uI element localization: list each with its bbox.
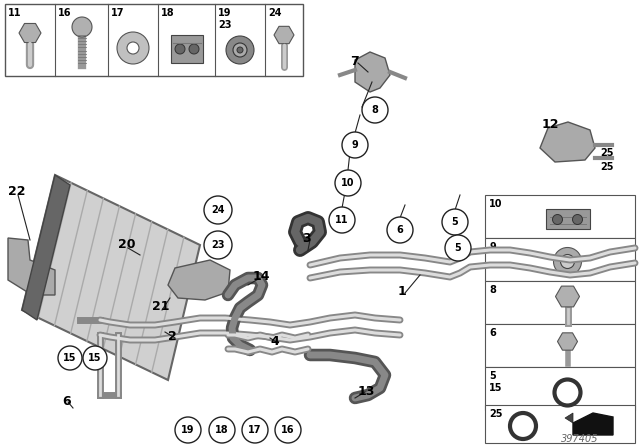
Circle shape bbox=[209, 417, 235, 443]
Text: 14: 14 bbox=[253, 270, 271, 283]
Text: 25: 25 bbox=[489, 409, 502, 419]
Text: 15: 15 bbox=[63, 353, 77, 363]
Polygon shape bbox=[557, 333, 577, 350]
Polygon shape bbox=[8, 238, 55, 295]
Text: 2: 2 bbox=[168, 330, 177, 343]
Text: 19
23: 19 23 bbox=[218, 8, 232, 30]
Text: 11: 11 bbox=[8, 8, 22, 18]
Circle shape bbox=[58, 346, 82, 370]
Text: 1: 1 bbox=[398, 285, 407, 298]
Circle shape bbox=[226, 36, 254, 64]
Circle shape bbox=[127, 42, 139, 54]
Text: 4: 4 bbox=[270, 335, 279, 348]
Polygon shape bbox=[540, 122, 595, 162]
Text: 6: 6 bbox=[62, 395, 70, 408]
Circle shape bbox=[329, 207, 355, 233]
Text: 397405: 397405 bbox=[561, 434, 599, 444]
FancyBboxPatch shape bbox=[485, 367, 635, 410]
Polygon shape bbox=[168, 260, 230, 300]
Text: 10: 10 bbox=[341, 178, 355, 188]
FancyBboxPatch shape bbox=[485, 324, 635, 367]
FancyBboxPatch shape bbox=[485, 195, 635, 238]
Polygon shape bbox=[556, 286, 579, 307]
Text: 10: 10 bbox=[489, 199, 502, 209]
Circle shape bbox=[335, 170, 361, 196]
Circle shape bbox=[175, 44, 185, 54]
Polygon shape bbox=[565, 413, 573, 423]
Circle shape bbox=[117, 32, 149, 64]
Text: 8: 8 bbox=[372, 105, 378, 115]
Text: 3: 3 bbox=[302, 232, 310, 245]
Circle shape bbox=[204, 231, 232, 259]
Text: 9: 9 bbox=[351, 140, 358, 150]
Text: 11: 11 bbox=[335, 215, 349, 225]
Text: 6: 6 bbox=[397, 225, 403, 235]
Circle shape bbox=[552, 215, 563, 224]
Text: 7: 7 bbox=[350, 55, 359, 68]
Text: 13: 13 bbox=[358, 385, 376, 398]
Text: 18: 18 bbox=[161, 8, 175, 18]
Polygon shape bbox=[22, 175, 70, 320]
Text: 24: 24 bbox=[268, 8, 282, 18]
Circle shape bbox=[175, 417, 201, 443]
Text: 25: 25 bbox=[600, 162, 614, 172]
Circle shape bbox=[233, 43, 247, 57]
Circle shape bbox=[387, 217, 413, 243]
Circle shape bbox=[189, 44, 199, 54]
Circle shape bbox=[204, 196, 232, 224]
Circle shape bbox=[561, 254, 575, 268]
Text: 25: 25 bbox=[600, 148, 614, 158]
Circle shape bbox=[342, 132, 368, 158]
Polygon shape bbox=[19, 23, 41, 43]
Circle shape bbox=[362, 97, 388, 123]
FancyBboxPatch shape bbox=[171, 35, 203, 63]
Text: 17: 17 bbox=[111, 8, 125, 18]
Text: 16: 16 bbox=[58, 8, 72, 18]
Polygon shape bbox=[573, 413, 613, 435]
FancyBboxPatch shape bbox=[545, 208, 589, 228]
Text: 18: 18 bbox=[215, 425, 229, 435]
Text: 5: 5 bbox=[454, 243, 461, 253]
FancyBboxPatch shape bbox=[485, 238, 635, 281]
Circle shape bbox=[554, 247, 582, 276]
Text: 9: 9 bbox=[489, 242, 496, 252]
Text: 21: 21 bbox=[152, 300, 170, 313]
Polygon shape bbox=[355, 52, 390, 92]
FancyBboxPatch shape bbox=[485, 405, 635, 443]
Text: 22: 22 bbox=[8, 185, 26, 198]
Circle shape bbox=[573, 215, 582, 224]
Circle shape bbox=[275, 417, 301, 443]
Text: 12: 12 bbox=[542, 118, 559, 131]
Text: 16: 16 bbox=[281, 425, 295, 435]
Circle shape bbox=[72, 17, 92, 37]
Text: 6: 6 bbox=[489, 328, 496, 338]
FancyBboxPatch shape bbox=[485, 281, 635, 324]
Text: 24: 24 bbox=[211, 205, 225, 215]
Text: 23: 23 bbox=[211, 240, 225, 250]
Polygon shape bbox=[22, 175, 200, 380]
Circle shape bbox=[442, 209, 468, 235]
Text: 5
15: 5 15 bbox=[489, 371, 502, 392]
Circle shape bbox=[83, 346, 107, 370]
Circle shape bbox=[237, 47, 243, 53]
Text: 8: 8 bbox=[489, 285, 496, 295]
Circle shape bbox=[445, 235, 471, 261]
Text: 17: 17 bbox=[248, 425, 262, 435]
Text: 20: 20 bbox=[118, 238, 136, 251]
Text: 15: 15 bbox=[88, 353, 102, 363]
Text: 5: 5 bbox=[452, 217, 458, 227]
FancyBboxPatch shape bbox=[5, 4, 303, 76]
Polygon shape bbox=[274, 26, 294, 43]
Text: 19: 19 bbox=[181, 425, 195, 435]
Circle shape bbox=[242, 417, 268, 443]
